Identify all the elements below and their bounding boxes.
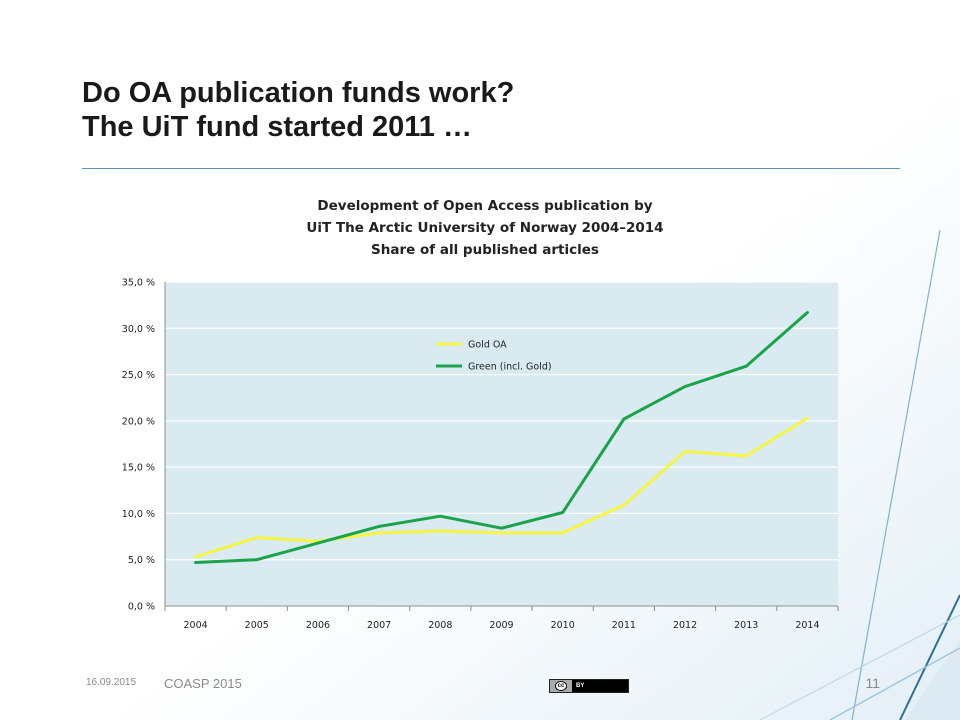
footer-event: COASP 2015: [164, 676, 242, 691]
x-tick-label: 2012: [673, 620, 697, 631]
legend-label: Green (incl. Gold): [468, 362, 552, 373]
slide-title: Do OA publication funds work? The UiT fu…: [82, 76, 514, 144]
series-line-gold-oa: [194, 416, 809, 559]
x-tick-label: 2005: [245, 620, 269, 631]
chart-title-line-3: Share of all published articles: [371, 242, 599, 258]
x-tick-label: 2014: [795, 620, 819, 631]
y-tick-label: 35,0 %: [122, 278, 155, 289]
cc-icon: cc: [550, 680, 572, 692]
x-tick-label: 2007: [367, 620, 391, 631]
page-number: 11: [865, 675, 880, 691]
x-tick-label: 2004: [183, 620, 207, 631]
legend-label: Gold OA: [468, 340, 507, 351]
cc-by-license-badge: cc BY: [549, 679, 629, 693]
y-tick-label: 25,0 %: [122, 370, 155, 381]
y-tick-label: 15,0 %: [122, 463, 155, 474]
x-tick-label: 2010: [551, 620, 575, 631]
cc-by-label: BY: [572, 680, 628, 692]
x-tick-label: 2013: [734, 620, 758, 631]
chart-title-line-1: Development of Open Access publication b…: [317, 198, 653, 214]
title-divider: [82, 168, 900, 169]
y-tick-label: 10,0 %: [122, 509, 155, 520]
plot-area: [165, 282, 838, 606]
y-tick-label: 0,0 %: [128, 602, 155, 613]
x-tick-label: 2008: [428, 620, 452, 631]
chart-title-line-2: UiT The Arctic University of Norway 2004…: [306, 220, 664, 236]
y-tick-label: 5,0 %: [128, 555, 155, 566]
slide-title-line-1: Do OA publication funds work?: [82, 77, 515, 109]
x-tick-label: 2006: [306, 620, 330, 631]
cc-circle-label: cc: [555, 681, 567, 691]
y-tick-label: 20,0 %: [122, 416, 155, 427]
x-tick-label: 2011: [612, 620, 636, 631]
series-line-green-incl-gold: [194, 311, 809, 564]
slide-title-line-2: The UiT fund started 2011 …: [82, 111, 472, 143]
chart-title: Development of Open Access publication b…: [200, 195, 770, 261]
y-tick-label: 30,0 %: [122, 324, 155, 335]
footer-date: 16.09.2015: [86, 677, 137, 688]
x-tick-label: 2009: [489, 620, 513, 631]
